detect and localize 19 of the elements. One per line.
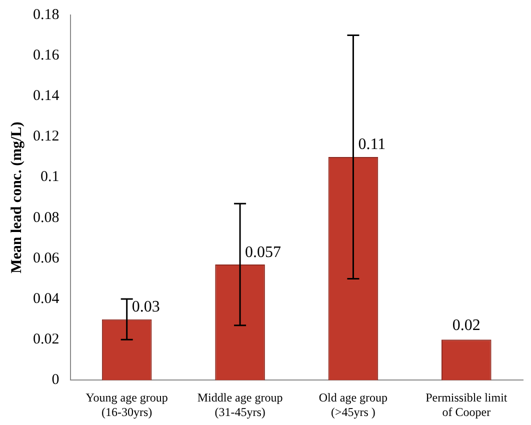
y-tick-label: 0.16 — [33, 48, 60, 64]
y-tick-label: 0.04 — [33, 290, 60, 307]
x-tick-label: Middle age group (31-45yrs) — [197, 390, 283, 419]
y-tick-label: 0.06 — [33, 250, 60, 266]
data-label: 0.02 — [452, 316, 480, 334]
y-tick-label: 0.1 — [40, 169, 60, 186]
x-tick-label: Young age group (16-30yrs) — [86, 390, 168, 419]
x-tick-label: Old age group (>45yrs ) — [318, 390, 388, 419]
y-tick-label: 0.18 — [33, 6, 60, 23]
y-tick-label: 0.02 — [33, 332, 60, 348]
data-label: 0.11 — [358, 136, 386, 154]
y-axis-title: Mean lead conc. (mg/L) — [8, 122, 25, 274]
y-tick-label: 0.08 — [33, 210, 60, 226]
y-tick-label: 0.12 — [33, 128, 60, 145]
y-tick-label: 0.14 — [33, 88, 60, 104]
y-tick-label: 0 — [52, 372, 60, 388]
data-label: 0.057 — [245, 244, 282, 261]
x-tick-label: Permissible limit of Cooper — [426, 390, 508, 419]
data-label: 0.03 — [132, 298, 160, 316]
